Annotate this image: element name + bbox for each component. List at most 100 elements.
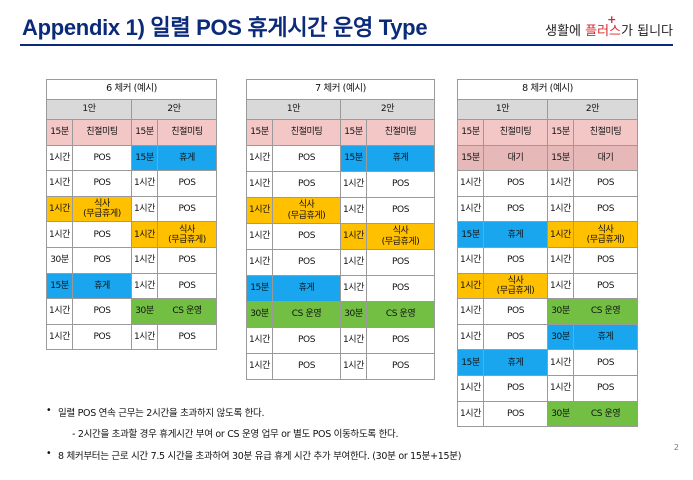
duration-cell: 1시간: [246, 353, 273, 380]
activity-cell: 식사 (무급휴게): [572, 221, 639, 248]
activity-cell: POS: [365, 197, 436, 224]
activity-cell: POS: [365, 275, 436, 302]
table-row: 1시간 POS 1시간 POS: [246, 353, 436, 380]
activity-cell: 휴게: [483, 349, 548, 376]
activity-cell: 친절미팅: [272, 119, 341, 146]
duration-cell: 1시간: [131, 195, 158, 223]
activity-cell: 휴게: [272, 275, 341, 302]
activity-cell: POS: [365, 249, 436, 276]
duration-cell: 1시간: [46, 298, 73, 325]
table-row: 1시간 식사 (무급휴게) 1시간 POS: [457, 272, 639, 300]
activity-cell: POS: [572, 272, 639, 300]
table-row: 1시간 POS 30분 CS 운영: [457, 400, 639, 428]
duration-cell: 1시간: [457, 272, 484, 300]
table-row: 1시간 POS 1시간 POS: [457, 195, 639, 223]
activity-cell: 휴게: [572, 323, 639, 351]
duration-cell: 1시간: [246, 223, 273, 250]
duration-cell: 30분: [131, 298, 158, 325]
activity-cell: POS: [483, 374, 548, 402]
activity-cell: CS 운영: [572, 298, 639, 325]
bullet: •: [46, 405, 52, 416]
note-text: 일렬 POS 연속 근무는 2시간을 초과하지 않도록 한다.: [58, 408, 265, 419]
activity-cell: 휴게: [365, 145, 436, 172]
note-item: • 일렬 POS 연속 근무는 2시간을 초과하지 않도록 한다.: [46, 405, 265, 419]
table-row: 1시간 POS 1시간 POS: [457, 246, 639, 274]
duration-cell: 15분: [131, 119, 158, 146]
duration-cell: 30분: [46, 246, 73, 274]
table-row: 1시간 식사 (무급휴게) 1시간 POS: [246, 197, 436, 224]
duration-cell: 1시간: [46, 221, 73, 248]
table-row: 1시간 POS 15분 휴게: [46, 144, 218, 172]
note-item: • 8 체커부터는 근로 시간 7.5 시간을 초과하여 30분 유급 휴게 시…: [46, 448, 462, 462]
activity-cell: POS: [156, 272, 218, 300]
duration-cell: 30분: [340, 301, 367, 328]
activity-cell: CS 운영: [572, 400, 639, 428]
note-text: 8 체커부터는 근로 시간 7.5 시간을 초과하여 30분 유급 휴게 시간 …: [58, 451, 462, 462]
duration-cell: 1시간: [547, 349, 574, 376]
activity-cell: POS: [156, 246, 218, 274]
duration-cell: 30분: [547, 298, 574, 325]
table-title: 7 체커 (예시): [245, 79, 436, 100]
activity-cell: POS: [156, 195, 218, 223]
brand-text-before: 생활에: [545, 24, 586, 39]
duration-cell: 1시간: [547, 374, 574, 402]
activity-cell: POS: [483, 246, 548, 274]
activity-cell: POS: [156, 323, 218, 351]
duration-cell: 15분: [457, 144, 484, 172]
title-divider: [20, 44, 673, 46]
activity-cell: 식사 (무급휴게): [72, 195, 132, 223]
duration-cell: 1시간: [246, 145, 273, 172]
table-row: 1시간 POS 1시간 POS: [457, 170, 639, 197]
duration-cell: 15분: [457, 349, 484, 376]
activity-cell: POS: [72, 144, 132, 172]
activity-cell: POS: [365, 327, 436, 354]
activity-cell: 대기: [483, 144, 548, 172]
table-title: 6 체커 (예시): [45, 79, 218, 100]
activity-cell: POS: [272, 353, 341, 380]
duration-cell: 15분: [547, 119, 574, 146]
brand-text-accent: 플러스 +: [585, 13, 622, 39]
duration-cell: 1시간: [246, 197, 273, 224]
activity-cell: POS: [483, 400, 548, 428]
duration-cell: 1시간: [131, 170, 158, 197]
activity-cell: POS: [72, 170, 132, 197]
activity-cell: POS: [272, 327, 341, 354]
activity-cell: POS: [483, 170, 548, 197]
duration-cell: 1시간: [340, 197, 367, 224]
brand-slogan: 생활에 플러스 + 가 됩니다: [545, 13, 673, 39]
activity-cell: POS: [156, 170, 218, 197]
activity-cell: POS: [72, 246, 132, 274]
duration-cell: 1시간: [131, 323, 158, 351]
activity-cell: 식사 (무급휴게): [365, 223, 436, 250]
duration-cell: 1시간: [457, 246, 484, 274]
table-row: 15분 휴게 1시간 식사 (무급휴게): [457, 221, 639, 248]
brand-plus-mark: +: [607, 13, 617, 26]
bullet: •: [46, 448, 52, 459]
activity-cell: 친절미팅: [572, 119, 639, 146]
duration-cell: 1시간: [131, 221, 158, 248]
duration-cell: 1시간: [547, 195, 574, 223]
duration-cell: 1시간: [340, 171, 367, 198]
activity-cell: POS: [272, 249, 341, 276]
brand-text-after: 가 됩니다: [621, 24, 673, 39]
duration-cell: 1시간: [46, 195, 73, 223]
duration-cell: 15분: [46, 272, 73, 300]
duration-cell: 1시간: [457, 323, 484, 351]
activity-cell: POS: [483, 323, 548, 351]
activity-cell: POS: [272, 171, 341, 198]
table-row: 15분 대기 15분 대기: [457, 144, 639, 172]
activity-cell: 휴게: [483, 221, 548, 248]
duration-cell: 1시간: [457, 170, 484, 197]
plan-header: 2안: [130, 99, 218, 120]
duration-cell: 1시간: [131, 246, 158, 274]
table-row: 1시간 POS 1시간 POS: [246, 327, 436, 354]
schedule-table-8-checkers: 8 체커 (예시) 1안 2안 15분 친절미팅 15분 친절미팅 15분 대기 15분 대기 1시간…: [456, 79, 639, 428]
table-row: 30분 POS 1시간 POS: [46, 246, 218, 274]
duration-cell: 15분: [246, 275, 273, 302]
activity-cell: POS: [72, 323, 132, 351]
table-row: 1시간 POS 30분 CS 운영: [457, 298, 639, 325]
table-row: 1시간 POS 1시간 POS: [246, 171, 436, 198]
activity-cell: POS: [572, 246, 639, 274]
schedule-table-6-checkers: 6 체커 (예시) 1안 2안 15분 친절미팅 15분 친절미팅 1시간 POS 15분 휴게 1시…: [45, 79, 218, 351]
table-row: 1시간 POS 1시간 POS: [246, 249, 436, 276]
